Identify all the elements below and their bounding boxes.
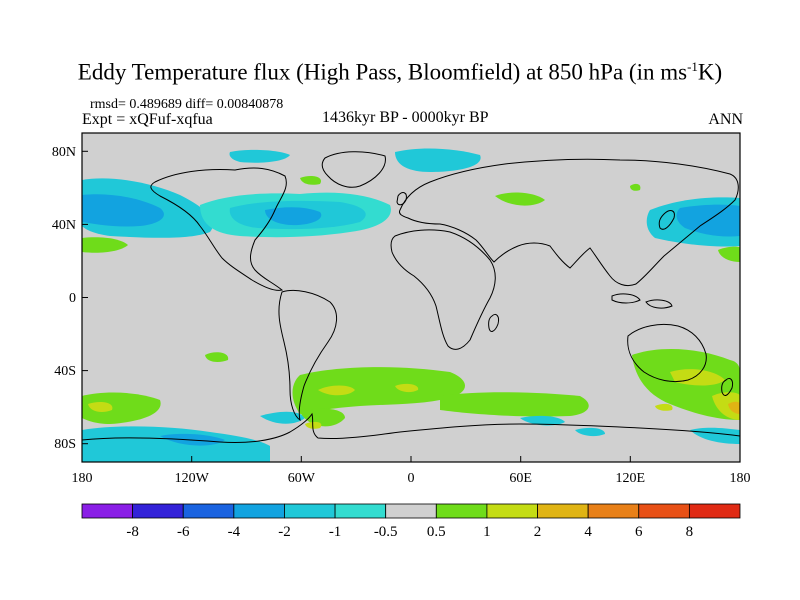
colorbar-label: -6 — [177, 524, 190, 540]
title-superscript: -1 — [687, 59, 698, 74]
contour-nz-yellow — [712, 392, 740, 420]
contour-so-west-yellow — [88, 402, 113, 412]
colorbar-label: 2 — [534, 524, 542, 540]
contour-so-east-yellow — [655, 403, 673, 411]
colorbar-swatch — [688, 503, 741, 519]
coastlines — [82, 151, 740, 443]
coast-africa — [390, 229, 496, 350]
xtick-label-0: 0 — [408, 471, 415, 486]
coast-antarctica — [82, 412, 740, 443]
colorbar-swatch — [435, 503, 488, 519]
coast-madagascar — [488, 313, 499, 332]
colorbar-label: 8 — [686, 524, 694, 540]
colorbar-label: 0.5 — [427, 524, 446, 540]
colorbar — [81, 503, 741, 519]
colorbar-label: 6 — [635, 524, 643, 540]
coast-australia — [627, 323, 707, 383]
xtick-label-180e: 180 — [730, 471, 751, 486]
contour-ant-blue-e2 — [575, 427, 605, 437]
contour-aus-green — [632, 348, 740, 420]
coast-greenland — [321, 151, 386, 188]
colorbar-label: -4 — [228, 524, 241, 540]
contour-s-small1 — [205, 352, 229, 363]
colorbar-swatch — [132, 503, 184, 519]
map-title: Eddy Temperature flux (High Pass, Bloomf… — [0, 60, 800, 84]
title-main: Eddy Temperature flux (High Pass, Bloomf… — [77, 59, 688, 85]
anomaly-contours — [82, 148, 740, 462]
contour-ant-blue-e — [520, 415, 565, 426]
xtick-label-180w: 180 — [72, 471, 93, 486]
contour-so-green — [292, 367, 465, 414]
contour-ant-blue1 — [260, 411, 305, 424]
contour-so-yellow — [318, 385, 355, 396]
map-background — [82, 133, 740, 462]
ytick-label-40s: 40S — [54, 364, 76, 379]
contour-green-n2 — [495, 192, 545, 206]
xtick-label-120e: 120E — [616, 471, 646, 486]
contour-npac-west-core — [82, 194, 164, 227]
colorbar-swatch — [233, 503, 285, 519]
ytick-label-0: 0 — [69, 291, 76, 306]
contour-so-green-east — [440, 392, 589, 417]
contour-nz-orange — [728, 401, 740, 414]
tick-marks — [81, 150, 741, 462]
ytick-label-40n: 40N — [52, 218, 76, 233]
contour-arctic-blue2 — [229, 149, 290, 163]
xtick-label-120w: 120W — [175, 471, 210, 486]
coast-indonesia — [611, 293, 673, 309]
contour-npac-green-east — [718, 246, 740, 262]
contour-ant-coast-blue — [82, 426, 270, 462]
ytick-label-80s: 80S — [54, 437, 76, 452]
contour-natl-inner — [265, 207, 322, 226]
colorbar-label: 4 — [584, 524, 592, 540]
colorbar-label: -8 — [126, 524, 139, 540]
contour-ant-green — [300, 408, 345, 427]
colorbar-label: -2 — [278, 524, 291, 540]
xtick-label-60e: 60E — [509, 471, 532, 486]
contour-npac-green — [82, 237, 128, 253]
colorbar-swatch — [81, 503, 134, 519]
contour-arctic-blue — [395, 148, 481, 172]
colorbar-swatch — [182, 503, 235, 519]
coast-uk — [396, 192, 407, 206]
coast-north-america — [150, 167, 287, 291]
title-end: K) — [697, 59, 723, 85]
colorbar-swatch — [638, 503, 690, 519]
contour-green-n1 — [300, 176, 321, 185]
coast-south-america — [278, 289, 337, 422]
ytick-label-80n: 80N — [52, 145, 76, 160]
colorbar-swatch — [587, 503, 640, 519]
stats-label: rmsd= 0.489689 diff= 0.00840878 — [90, 97, 284, 112]
colorbar-labels: -8 -6 -4 -2 -1 -0.5 0.5 1 2 4 6 8 — [126, 524, 693, 540]
colorbar-label: -0.5 — [374, 524, 398, 540]
colorbar-swatch — [334, 503, 387, 519]
colorbar-label: 1 — [483, 524, 491, 540]
colorbar-swatch — [486, 503, 538, 519]
experiment-label: Expt = xQFuf-xqfua — [82, 111, 213, 128]
contour-so-west-green — [82, 392, 161, 424]
contour-green-n3 — [630, 183, 641, 191]
contour-aus-yellow — [670, 369, 725, 386]
season-label: ANN — [708, 111, 743, 128]
colorbar-swatch — [284, 503, 336, 519]
colorbar-label: -1 — [329, 524, 342, 540]
xtick-label-60w: 60W — [288, 471, 316, 486]
coast-japan — [658, 210, 675, 230]
coast-eurasia — [399, 158, 739, 287]
contour-so-yellow2 — [395, 383, 419, 393]
period-label: 1436kyr BP - 0000kyr BP — [322, 109, 489, 126]
colorbar-swatch — [537, 503, 589, 519]
colorbar-swatch — [385, 503, 437, 519]
coast-new-zealand — [721, 377, 733, 396]
